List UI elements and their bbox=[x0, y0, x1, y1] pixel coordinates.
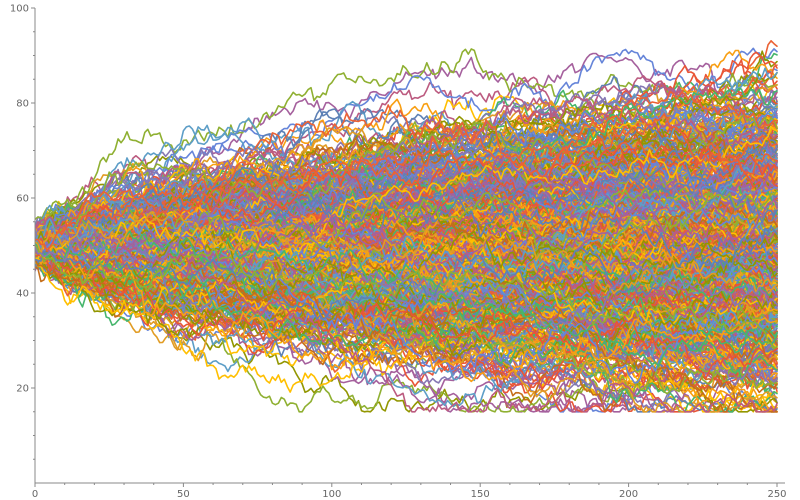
y-tick-label: 80 bbox=[16, 99, 29, 110]
x-tick-label: 50 bbox=[177, 489, 190, 500]
y-tick-label: 100 bbox=[10, 4, 29, 15]
x-tick-label: 200 bbox=[619, 489, 638, 500]
x-tick-label: 100 bbox=[322, 489, 341, 500]
x-tick-label: 150 bbox=[471, 489, 490, 500]
y-tick-label: 20 bbox=[16, 384, 29, 395]
x-tick-label: 250 bbox=[767, 489, 786, 500]
series-lines bbox=[35, 8, 777, 412]
x-tick-label: 0 bbox=[32, 489, 38, 500]
y-tick-label: 40 bbox=[16, 289, 29, 300]
y-tick-label: 60 bbox=[16, 194, 29, 205]
